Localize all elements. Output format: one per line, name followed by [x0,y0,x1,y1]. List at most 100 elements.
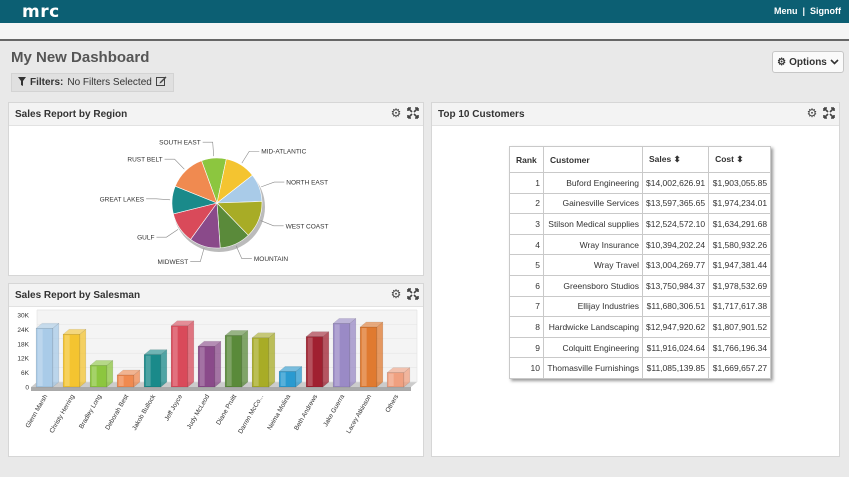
table-header-row: Rank Customer Sales ⬍ Cost ⬍ [509,146,772,173]
table-row[interactable]: 10 Thomasville Furnishings $11,085,139.85 $… [509,357,772,379]
bar[interactable] [251,332,276,388]
bar-top [170,320,195,326]
table-row[interactable]: 4 Wray Insurance $10,394,202.24 $1,580,932.… [509,233,772,256]
cell-rank: 2 [509,192,544,215]
bar[interactable] [386,367,411,388]
pie-slice-label: MOUNTAIN [254,256,288,263]
bar[interactable] [62,328,87,388]
bar-top [332,318,357,324]
bar[interactable] [305,331,330,388]
bar-highlight [334,324,340,386]
bar-top [305,331,330,337]
x-tick-label: Jake Guerra [322,393,346,428]
gear-icon[interactable]: ⚙ [806,106,818,120]
bar[interactable] [359,321,384,388]
bar-highlight [172,326,178,386]
panel-actions: ⚙ [390,107,419,119]
pie-leader-line [202,141,214,157]
bar-top [143,349,168,355]
cell-sales: $12,947,920.62 [641,316,710,338]
bar[interactable] [197,340,222,388]
bar[interactable] [278,365,303,388]
table-row[interactable]: 7 Ellijay Industries $11,680,306.51 $1,717,… [509,295,772,318]
expand-icon[interactable] [407,107,419,119]
nav-separator: | [802,6,805,16]
bar-highlight [226,336,232,386]
pie-leader-line [241,150,260,164]
table-row[interactable]: 6 Greensboro Studios $13,750,984.37 $1,978,… [509,274,772,297]
pie-leader-line [260,220,284,227]
bar-side [241,329,249,388]
x-tick-label: Judy McLeod [186,393,212,430]
bar-side [214,340,222,388]
menu-link[interactable]: Menu [773,6,798,16]
cell-cost: $1,634,291.68 [708,213,772,235]
top10-panel-header: Top 10 Customers ⚙ [432,103,839,126]
sub-bar [0,23,849,41]
filters-label: Filters: [30,77,64,88]
pie-slice[interactable] [174,160,218,204]
bar-highlight [361,328,367,386]
y-tick-label: 12K [17,356,29,363]
table-body: 1 Buford Engineering $14,002,626.91 $1,903,… [509,172,772,379]
pie-slice-label: SOUTH EAST [159,140,201,147]
app-logo[interactable]: mrc [22,2,60,22]
cell-rank: 10 [509,357,544,379]
gear-icon[interactable]: ⚙ [390,106,402,120]
bar-side [187,320,195,388]
expand-icon[interactable] [407,288,419,300]
y-tick-label: 6K [21,370,30,377]
pie-leader-line [156,229,179,238]
cell-rank: 1 [509,172,544,194]
edit-icon[interactable] [155,76,167,89]
cell-sales: $14,002,626.91 [641,172,710,194]
cell-cost: $1,580,932.26 [708,233,772,256]
table-row[interactable]: 5 Wray Travel $13,004,269.77 $1,947,381.44 [509,254,772,276]
signoff-link[interactable]: Signoff [810,6,841,16]
cell-rank: 3 [509,213,544,235]
y-tick-label: 18K [17,341,29,348]
table-row[interactable]: 9 Colquitt Engineering $11,916,024.64 $1,76… [509,336,772,359]
bar-highlight [199,347,205,386]
table-row[interactable]: 8 Hardwicke Landscaping $12,947,920.62 $1,8… [509,316,772,338]
table-row[interactable]: 2 Gainesville Services $13,597,365.65 $1,97… [509,192,772,215]
options-button[interactable]: ⚙ Options [772,51,844,73]
filter-icon [18,76,26,89]
table-row[interactable]: 1 Buford Engineering $14,002,626.91 $1,903,… [509,172,772,194]
cell-cost: $1,947,381.44 [708,254,772,276]
table-row[interactable]: 3 Stilson Medical supplies $12,524,572.10 $… [509,213,772,235]
panel-title: Sales Report by Region [15,109,128,120]
bar[interactable] [170,320,195,388]
bar-highlight [280,372,286,386]
pie-leader-line [146,198,171,201]
bar[interactable] [224,329,249,388]
plot-floor-edge [31,387,411,391]
top10-panel: Top 10 Customers ⚙ Rank Customer Sales ⬍… [431,102,840,457]
bar[interactable] [143,349,168,388]
bar-top [359,321,384,328]
bar-highlight [388,373,394,386]
panel-actions: ⚙ [390,288,419,300]
x-tick-label: Darren McCo... [237,393,265,435]
bar[interactable] [116,369,141,388]
salesman-panel: Sales Report by Salesman ⚙ 30K 24K 18K 12K 6… [8,283,424,457]
x-tick-label: Diane Pruitt [215,393,238,426]
bar-side [160,349,168,388]
cell-customer: Gainesville Services [543,192,643,215]
top-nav: Menu | Signoff [774,6,841,16]
gear-icon[interactable]: ⚙ [390,287,402,301]
bar-top [35,323,60,329]
bar[interactable] [332,317,357,388]
bar[interactable] [35,322,60,388]
cell-rank: 9 [509,336,544,359]
cell-cost: $1,974,234.01 [708,192,772,215]
column-header-cost[interactable]: Cost ⬍ [708,146,772,173]
bar-side [268,332,276,388]
column-header-sales[interactable]: Sales ⬍ [641,146,710,173]
bar[interactable] [89,359,114,388]
expand-icon[interactable] [823,107,835,119]
x-tick-label: Glenn Marsh [25,393,50,429]
cell-customer: Thomasville Furnishings [543,357,643,379]
cell-rank: 4 [509,233,544,256]
bar-highlight [118,376,124,386]
